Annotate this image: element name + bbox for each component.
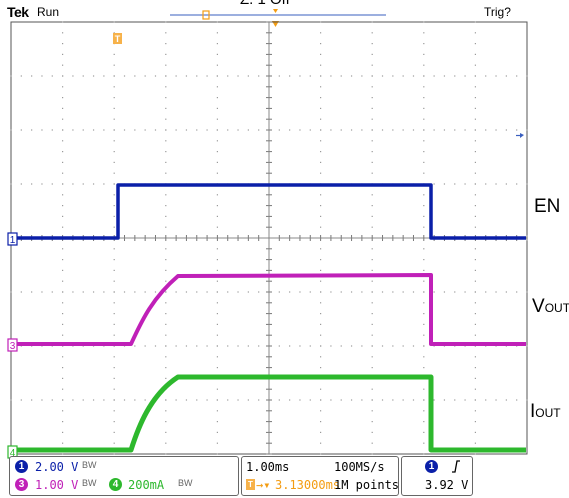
ch4-trace <box>12 374 526 453</box>
trigger-level: 3.92 V <box>425 478 469 492</box>
readout-panel: 1 2.00 V BW 3 1.00 V BW 4 200mA BW 1.00m… <box>9 456 527 496</box>
ch3-bw-icon: BW <box>82 478 97 488</box>
trigger-marker-top-icon <box>273 9 278 13</box>
ch3-trace <box>12 273 526 346</box>
trigger-state: Trig? <box>484 5 511 19</box>
ch3-scale: 1.00 V <box>35 478 79 492</box>
ch3-badge: 3 <box>15 478 28 491</box>
ch1-scale: 2.00 V <box>35 460 79 474</box>
trigger-time-marker-icon[interactable]: T <box>113 33 122 44</box>
svg-text:T: T <box>115 34 121 44</box>
brand-logo: Tek <box>7 4 29 20</box>
sample-rate: 100MS/s <box>334 460 385 474</box>
record-view-window[interactable] <box>202 10 210 20</box>
delay-trigger-icon: T <box>246 479 255 490</box>
ch3-label: VOUT <box>532 296 569 318</box>
time-per-div: 1.00ms <box>246 460 290 474</box>
svg-text:1: 1 <box>10 235 16 246</box>
ch3-label-main: V <box>532 296 545 317</box>
trigger-source-badge: 1 <box>425 460 438 473</box>
channel-scale-box[interactable]: 1 2.00 V BW 3 1.00 V BW 4 200mA BW <box>9 456 239 496</box>
ch1-label: EN <box>534 196 561 217</box>
svg-text:3: 3 <box>10 341 16 352</box>
ch3-label-sub: OUT <box>544 301 569 315</box>
ch1-trace <box>12 183 526 240</box>
ch4-bw-icon: BW <box>178 478 193 488</box>
ch4-label-sub: OUT <box>535 406 561 420</box>
ch4-label-main: I <box>530 401 536 422</box>
ch4-scale: 200mA <box>128 478 165 492</box>
trigger-box[interactable]: 1 3.92 V <box>401 456 473 496</box>
svg-text:4: 4 <box>10 448 16 459</box>
ch1-bw-icon: BW <box>82 460 97 470</box>
ch3-ground-marker-icon[interactable]: 3 <box>7 338 18 352</box>
ch4-label: IOUT <box>530 401 561 423</box>
ch4-badge: 4 <box>109 478 122 491</box>
timebase-box[interactable]: 1.00ms 100MS/s T →▾ 3.13000ms 1M points <box>241 456 399 496</box>
delay-value: 3.13000ms <box>275 478 341 492</box>
ch1-badge: 1 <box>15 460 28 473</box>
channel-ground-marker-icon[interactable]: 1 <box>7 232 18 246</box>
delay-arrow-icon: →▾ <box>256 478 271 492</box>
trigger-level-arrow-icon[interactable] <box>520 133 524 138</box>
record-length: 1M points <box>334 478 400 492</box>
rising-edge-icon <box>452 460 460 473</box>
acquisition-state: Run <box>37 5 60 19</box>
clipped-overhead-text: Z. 1 Off <box>240 0 290 8</box>
